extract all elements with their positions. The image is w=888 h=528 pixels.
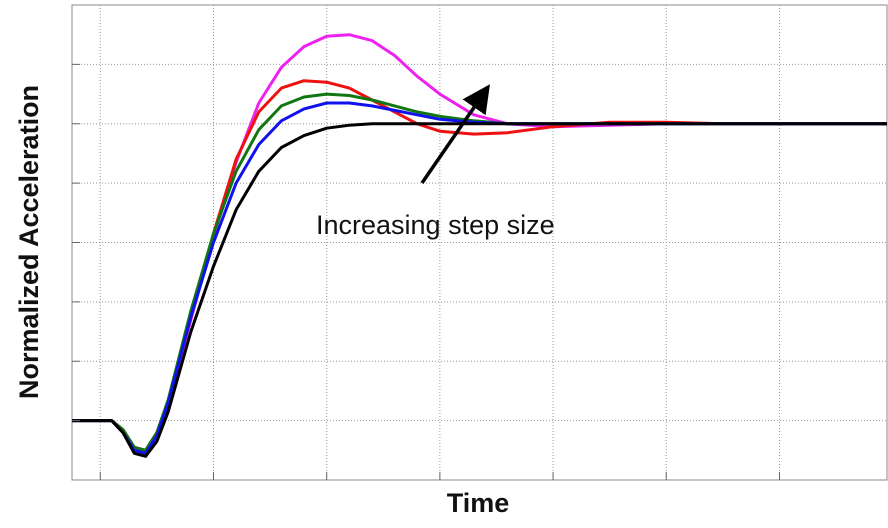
series-line [72, 79, 887, 452]
series-line [72, 92, 887, 452]
series-line [72, 101, 887, 455]
plot-frame [71, 4, 888, 481]
series-line [72, 122, 887, 458]
x-axis-title: Time [447, 488, 510, 518]
y-axis-title: Normalized Acceleration [14, 85, 44, 399]
annotation-arrow [420, 84, 490, 184]
annotation: Increasing step size [316, 210, 555, 240]
